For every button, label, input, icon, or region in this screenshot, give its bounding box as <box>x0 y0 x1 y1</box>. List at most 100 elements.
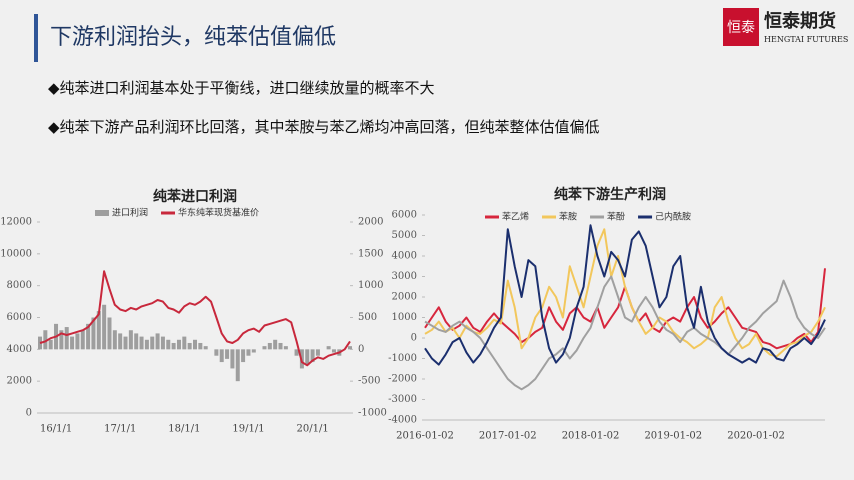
bar <box>139 336 144 350</box>
bar <box>144 339 149 350</box>
bar <box>283 346 288 350</box>
bar <box>203 346 208 350</box>
bar <box>166 339 171 350</box>
bar <box>75 333 80 350</box>
bar <box>331 349 336 353</box>
series-line <box>424 224 826 366</box>
bar <box>59 330 64 350</box>
bar <box>64 327 69 350</box>
bar <box>171 342 176 350</box>
bar <box>134 333 139 350</box>
y-tick-label: 0 <box>26 408 32 419</box>
legend-label: 进口利润 <box>112 207 148 219</box>
series-line <box>39 270 351 367</box>
bar <box>43 330 48 350</box>
bar <box>262 346 267 350</box>
y-tick-label: 4000 <box>392 251 417 262</box>
y2-tick-label: 500 <box>358 312 377 323</box>
x-tick-label: 2020-01-02 <box>727 431 785 442</box>
legend-label: 苯胺 <box>559 211 577 223</box>
bar <box>235 349 240 382</box>
legend-label: 华东纯苯现货基准价 <box>178 207 259 219</box>
y-tick-label: 2000 <box>7 376 32 387</box>
bar <box>128 330 133 350</box>
bar <box>326 346 331 350</box>
bar <box>91 317 96 350</box>
bar <box>96 311 101 350</box>
y-tick-label: 2000 <box>392 292 417 303</box>
bar <box>267 342 272 350</box>
logo-box <box>723 8 759 46</box>
chart-title: 纯苯下游生产利润 <box>554 186 666 203</box>
bar <box>294 349 299 356</box>
y-tick-label: 3000 <box>392 271 417 282</box>
legend-label: 苯酚 <box>607 211 625 223</box>
y2-tick-label: 2000 <box>358 217 383 228</box>
bar <box>315 349 320 356</box>
y-tick-label: 6000 <box>7 312 32 323</box>
y-tick-label: 0 <box>411 333 417 344</box>
y-tick-label: -1000 <box>388 353 417 364</box>
bar <box>176 339 181 350</box>
x-tick-label: 2018-01-02 <box>562 431 620 442</box>
chart-title: 纯苯进口利润 <box>153 188 237 205</box>
logo-mark: 恒泰 <box>727 20 755 36</box>
x-tick-label: 20/1/1 <box>297 424 329 435</box>
bar <box>48 339 53 350</box>
y-tick-label: 10000 <box>0 248 32 259</box>
bar <box>118 333 123 350</box>
bar <box>225 349 230 359</box>
logo-name: 恒泰期货 <box>764 10 836 32</box>
y-tick-label: -4000 <box>388 415 417 426</box>
series-line <box>424 228 826 358</box>
y-tick-label: 12000 <box>0 217 32 228</box>
bullet: ◆纯苯下游产品利润环比回落，其中苯胺与苯乙烯均冲高回落，但纯苯整体估值偏低 <box>48 118 600 136</box>
bar <box>86 323 91 350</box>
y2-tick-label: 1500 <box>358 248 383 259</box>
x-tick-label: 19/1/1 <box>232 424 264 435</box>
legend-swatch <box>95 210 109 216</box>
y2-tick-label: -1000 <box>358 408 387 419</box>
bar <box>150 336 155 350</box>
bar <box>246 349 251 356</box>
bar <box>305 349 310 366</box>
legend-label: 苯乙烯 <box>502 211 529 223</box>
y-tick-label: 8000 <box>7 280 32 291</box>
bar <box>198 342 203 350</box>
series-line <box>424 275 826 391</box>
y2-tick-label: -500 <box>358 376 380 387</box>
x-tick-label: 2017-01-02 <box>479 431 537 442</box>
logo-en: HENGTAI FUTURES <box>764 35 848 44</box>
y-tick-label: -3000 <box>388 394 417 405</box>
legend-label: 己内酰胺 <box>655 211 691 223</box>
bar <box>251 349 256 353</box>
bar <box>70 336 75 350</box>
bar <box>107 317 112 350</box>
x-tick-label: 17/1/1 <box>104 424 136 435</box>
bar <box>273 339 278 350</box>
slide-title: 下游利润抬头，纯苯估值偏低 <box>50 25 336 50</box>
x-tick-label: 16/1/1 <box>40 424 72 435</box>
bar <box>193 339 197 350</box>
y-tick-label: 6000 <box>392 210 417 221</box>
bar <box>80 330 85 350</box>
y-tick-label: 4000 <box>7 344 32 355</box>
bar <box>278 342 283 350</box>
bar <box>155 333 160 350</box>
title-bar <box>34 14 38 62</box>
y-tick-label: 5000 <box>392 230 417 241</box>
bar <box>310 349 315 363</box>
bar <box>214 349 219 356</box>
bar <box>182 336 187 350</box>
y-tick-label: 1000 <box>392 312 417 323</box>
bar <box>123 336 128 350</box>
x-tick-label: 2016-01-02 <box>396 431 454 442</box>
bar <box>241 349 246 363</box>
bar <box>160 336 165 350</box>
x-tick-label: 2019-01-02 <box>644 431 702 442</box>
bar <box>187 342 192 350</box>
bullet: ◆纯苯进口利润基本处于平衡线，进口继续放量的概率不大 <box>48 79 435 97</box>
bar <box>102 304 107 350</box>
